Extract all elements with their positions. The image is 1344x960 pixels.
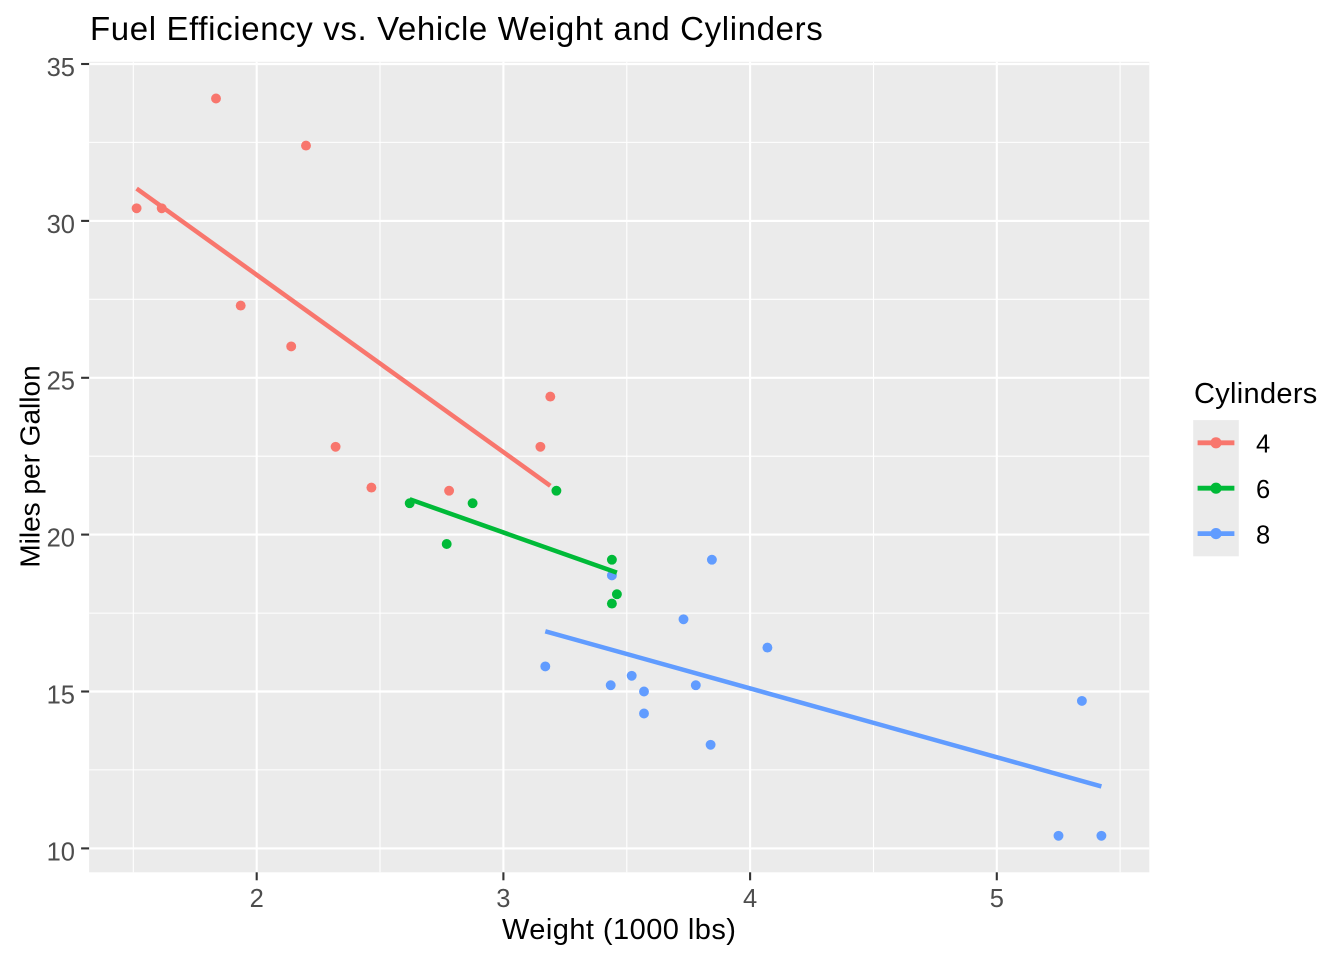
svg-text:35: 35 — [47, 54, 75, 82]
svg-text:15: 15 — [47, 681, 75, 709]
svg-text:8: 8 — [1256, 521, 1270, 549]
svg-text:10: 10 — [47, 838, 75, 866]
svg-text:6: 6 — [1256, 476, 1270, 504]
svg-text:30: 30 — [47, 211, 75, 239]
svg-text:Miles per Gallon: Miles per Gallon — [15, 365, 46, 567]
svg-text:25: 25 — [47, 368, 75, 396]
svg-text:4: 4 — [1256, 431, 1270, 459]
svg-text:20: 20 — [47, 525, 75, 553]
svg-text:Weight (1000 lbs): Weight (1000 lbs) — [502, 914, 736, 946]
svg-text:3: 3 — [496, 885, 510, 913]
svg-text:Fuel Efficiency vs. Vehicle We: Fuel Efficiency vs. Vehicle Weight and C… — [90, 10, 823, 47]
svg-text:Cylinders: Cylinders — [1194, 378, 1318, 410]
svg-text:4: 4 — [743, 885, 757, 913]
svg-text:2: 2 — [250, 885, 264, 913]
svg-text:5: 5 — [990, 885, 1004, 913]
